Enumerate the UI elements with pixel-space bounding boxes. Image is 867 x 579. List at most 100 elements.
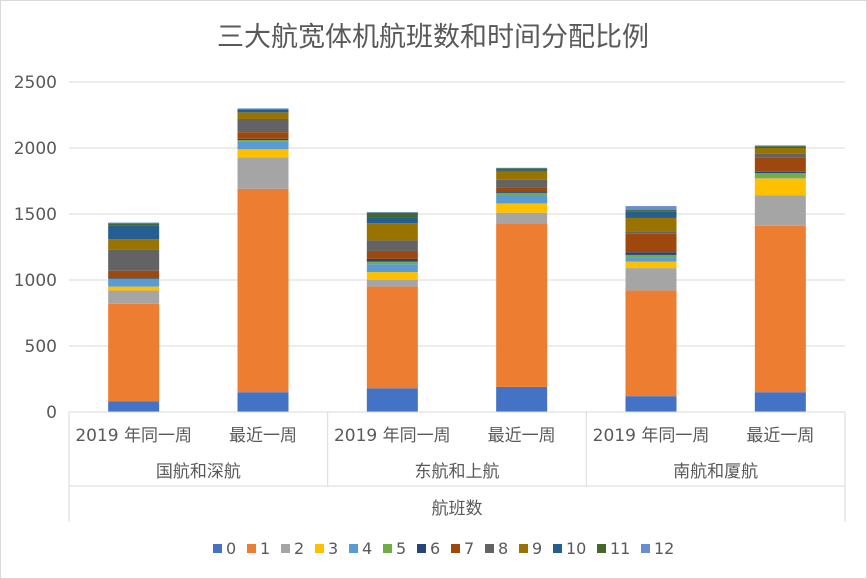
bar-segment-2 (108, 290, 160, 304)
bar-segment-3 (108, 286, 160, 291)
bar-segment-0 (366, 388, 418, 412)
x-category-label: 2019 年同一周 (593, 426, 710, 446)
y-tick-label: 2500 (14, 73, 57, 93)
y-tick-label: 1500 (14, 205, 57, 225)
bars (108, 108, 806, 412)
bar-segment-11 (366, 212, 418, 218)
legend-swatch-11 (597, 544, 606, 553)
bar-segment-6 (496, 191, 548, 193)
bar-segment-10 (625, 211, 677, 218)
bar-segment-8 (754, 153, 806, 158)
bar-segment-3 (237, 149, 289, 158)
legend: 0 1 2 3 4 5 6 7 8 9 10 11 12 (213, 539, 674, 558)
legend-label-9: 9 (532, 539, 542, 558)
x-category-label: 2019 年同一周 (75, 426, 192, 446)
bar-segment-5 (754, 173, 806, 178)
legend-label-8: 8 (498, 539, 508, 558)
legend-label-1: 1 (260, 539, 270, 558)
bar-segment-7 (108, 270, 160, 278)
legend-swatch-5 (383, 544, 392, 553)
bar-segment-3 (754, 178, 806, 196)
bar-segment-2 (496, 212, 548, 224)
legend-label-4: 4 (362, 539, 372, 558)
bar-segment-1 (754, 225, 806, 393)
legend-swatch-7 (451, 544, 460, 553)
bar-segment-4 (625, 257, 677, 262)
bar-segment-11 (237, 109, 289, 110)
bar-segment-1 (366, 286, 418, 389)
bar-segment-5 (625, 254, 677, 258)
legend-label-2: 2 (294, 539, 304, 558)
legend-label-12: 12 (654, 539, 674, 558)
bar-segment-3 (625, 261, 677, 269)
bar-segment-3 (496, 203, 548, 213)
x-category-label: 最近一周 (746, 426, 814, 446)
legend-swatch-3 (315, 544, 324, 553)
bar-segment-5 (496, 192, 548, 196)
x-group-label: 南航和厦航 (673, 462, 758, 482)
bar-segment-9 (366, 223, 418, 241)
legend-swatch-8 (485, 544, 494, 553)
bar-segment-7 (625, 233, 677, 253)
bar-segment-6 (754, 171, 806, 174)
bar-segment-7 (366, 250, 418, 259)
bar-segment-0 (108, 401, 160, 412)
bar-segment-12 (108, 222, 160, 224)
bar-segment-11 (754, 146, 806, 147)
bar-segment-6 (237, 138, 289, 141)
bar-segment-6 (366, 258, 418, 262)
bar-segment-4 (108, 280, 160, 287)
bar-segment-12 (625, 206, 677, 211)
bar-segment-3 (366, 272, 418, 280)
bar-segment-11 (625, 210, 677, 212)
bar-segment-2 (366, 280, 418, 287)
legend-label-11: 11 (610, 539, 630, 558)
legend-swatch-4 (349, 544, 358, 553)
bar-segment-6 (108, 277, 160, 279)
legend-swatch-6 (417, 544, 426, 553)
x-category-label: 最近一周 (488, 426, 556, 446)
bar-segment-12 (754, 145, 806, 147)
bar-segment-9 (237, 112, 289, 119)
x-category-label: 最近一周 (229, 426, 297, 446)
bar-segment-4 (754, 177, 806, 179)
legend-label-7: 7 (464, 539, 474, 558)
legend-swatch-2 (281, 544, 290, 553)
bar-segment-10 (366, 217, 418, 224)
bar-segment-7 (496, 187, 548, 192)
bar-segment-1 (496, 223, 548, 387)
bar-segment-4 (496, 195, 548, 204)
legend-swatch-1 (247, 544, 256, 553)
bar-segment-12 (237, 108, 289, 110)
y-tick-label: 0 (46, 403, 57, 423)
y-tick-label: 500 (25, 337, 57, 357)
y-tick-label: 2000 (14, 139, 57, 159)
bar-segment-1 (108, 303, 160, 402)
bar-segment-5 (366, 261, 418, 265)
bar-segment-10 (108, 225, 160, 240)
bar-segment-6 (625, 252, 677, 255)
bar-segment-4 (366, 264, 418, 273)
legend-swatch-10 (553, 544, 562, 553)
bar-segment-8 (496, 179, 548, 188)
bar-segment-0 (237, 392, 289, 412)
bar-segment-12 (366, 212, 418, 213)
bar-segment-4 (237, 141, 289, 150)
bar-segment-8 (237, 118, 289, 133)
x-category-label: 2019 年同一周 (334, 426, 451, 446)
bar-segment-2 (754, 195, 806, 226)
bar-segment-5 (237, 140, 289, 142)
bar-segment-0 (625, 396, 677, 412)
legend-label-10: 10 (566, 539, 586, 558)
bar-segment-1 (625, 290, 677, 397)
bar-segment-12 (496, 167, 548, 169)
legend-label-0: 0 (226, 539, 236, 558)
bar-segment-9 (496, 171, 548, 180)
bar-segment-5 (108, 278, 160, 280)
legend-label-3: 3 (328, 539, 338, 558)
y-tick-label: 1000 (14, 271, 57, 291)
bar-segment-8 (108, 249, 160, 271)
bar-segment-11 (496, 168, 548, 171)
bar-segment-0 (496, 386, 548, 412)
